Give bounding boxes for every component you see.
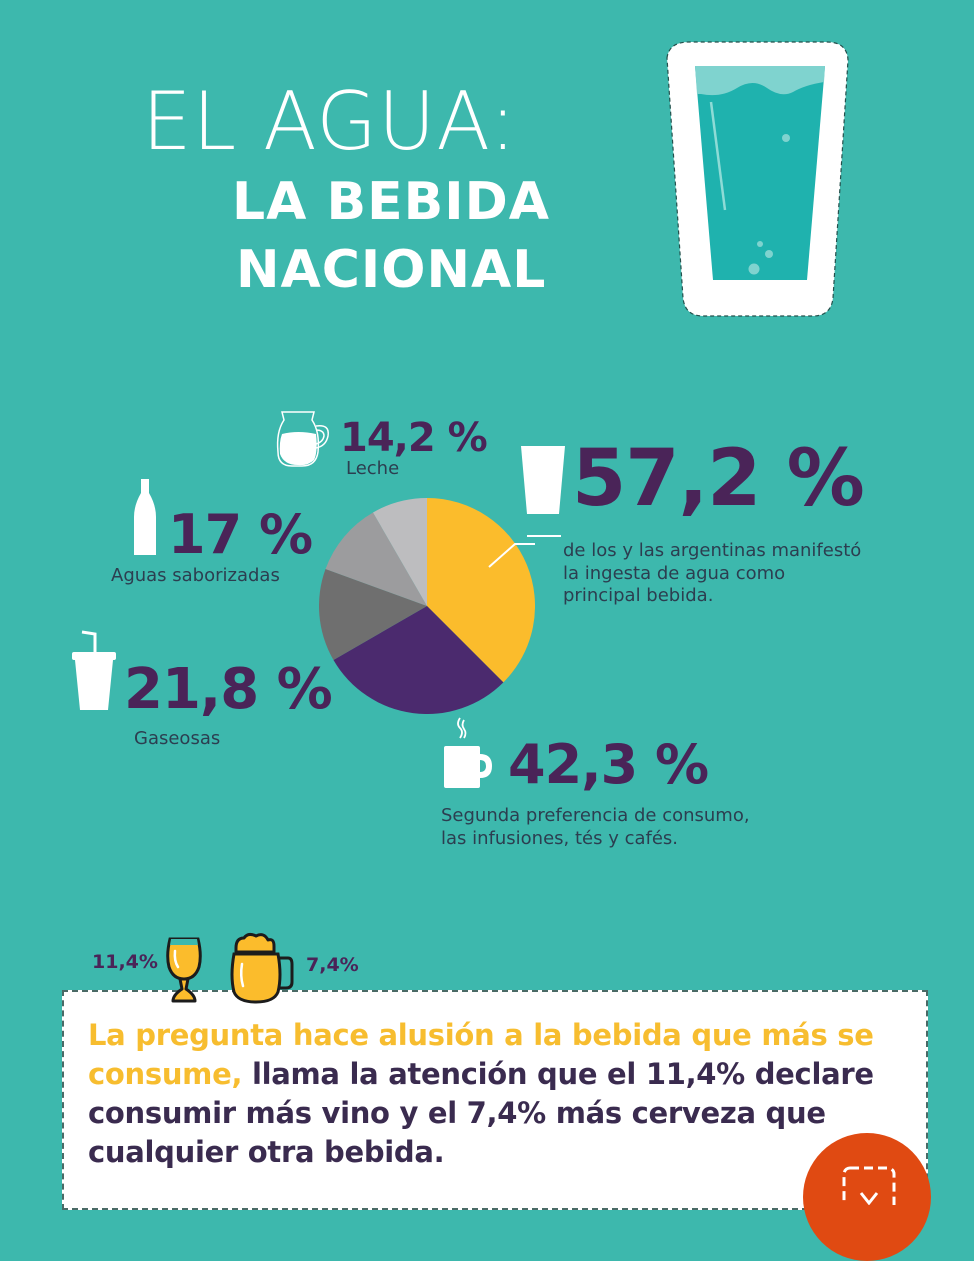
glass-icon	[521, 446, 565, 514]
stat-leche-label: Leche	[346, 458, 400, 479]
stat-cerveza-value: 7,4%	[306, 954, 359, 976]
ballot-box-icon	[842, 1166, 896, 1205]
stat-vino-value: 11,4%	[92, 951, 158, 973]
bottle-icon	[134, 479, 156, 555]
note-box	[62, 990, 928, 1210]
stat-gaseosas-label: Gaseosas	[134, 728, 221, 749]
stat-infusiones-line-2: las infusiones, tés y cafés.	[441, 827, 679, 849]
stat-infusiones-line-1: Segunda preferencia de consumo,	[441, 805, 750, 826]
wine-glass-icon	[166, 937, 202, 1003]
stat-agua-line-2: la ingesta de agua como	[563, 562, 786, 584]
milk-jug-icon	[276, 411, 329, 467]
water-glass-icon	[666, 41, 849, 317]
note-body: llama la atención que el 11,4% declare c…	[88, 1057, 874, 1170]
checkbox-badge[interactable]	[803, 1133, 931, 1261]
stat-agua-description: de los y las argentinas manifestó la ing…	[563, 540, 861, 608]
stat-infusiones-value: 42,3 %	[508, 733, 709, 796]
stat-saborizadas-value: 17 %	[168, 503, 313, 566]
pie-slice-gaseosas	[319, 569, 427, 660]
pie-leader-line-ext	[527, 535, 561, 537]
mug-icon	[444, 717, 492, 788]
stat-agua-value: 57,2 %	[572, 434, 865, 524]
pie-slice-saborizadas	[325, 512, 427, 606]
title-line-1: EL AGUA:	[142, 75, 518, 168]
note-text: La pregunta hace alusión a la bebida que…	[88, 1016, 908, 1173]
stat-saborizadas-label: Aguas saborizadas	[111, 565, 280, 586]
stat-agua-line-1: de los y las argentinas manifestó	[563, 540, 862, 561]
pie-slice-agua	[427, 498, 535, 683]
pie-slice-leche	[373, 498, 427, 606]
stat-infusiones-description: Segunda preferencia de consumo, las infu…	[441, 805, 750, 850]
stat-agua-line-3: principal bebida.	[563, 585, 714, 606]
stat-leche-value: 14,2 %	[340, 415, 488, 461]
soda-cup-icon	[72, 630, 116, 710]
pie-slice-infusiones	[333, 606, 504, 714]
stat-gaseosas-value: 21,8 %	[124, 657, 333, 722]
beer-mug-icon	[230, 932, 294, 1004]
note-highlight: La pregunta hace alusión a la bebida que…	[88, 1018, 874, 1092]
title-line-3: NACIONAL	[236, 240, 547, 300]
title-line-2: LA BEBIDA	[232, 172, 551, 232]
consumption-pie-chart	[319, 498, 535, 714]
